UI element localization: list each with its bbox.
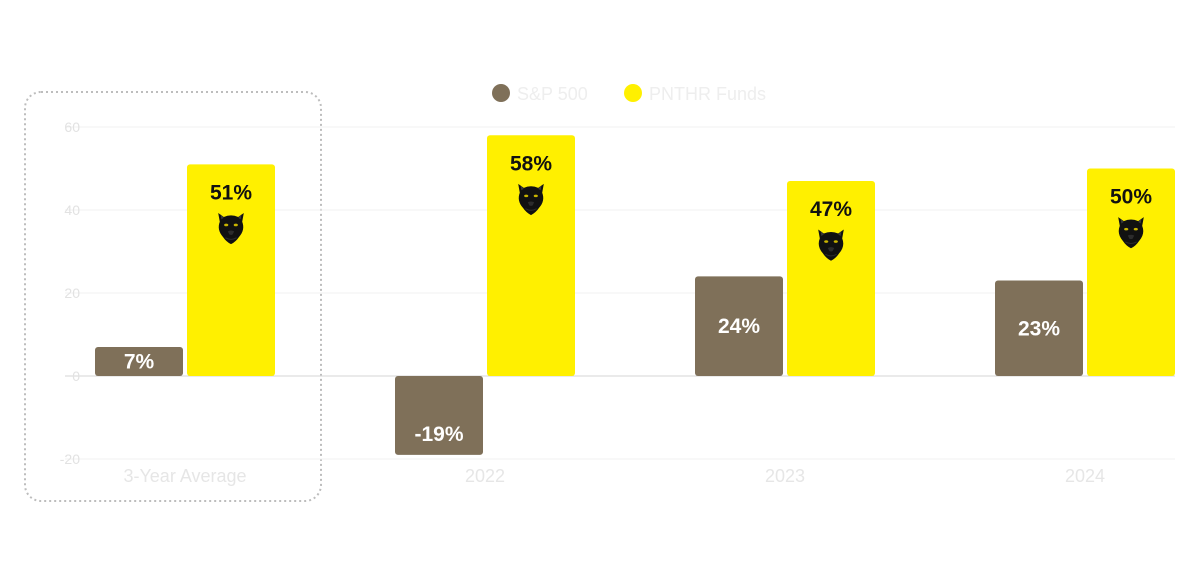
data-label: 7% [124, 350, 155, 373]
data-label: 24% [718, 315, 760, 338]
bar-sp500 [695, 276, 783, 376]
legend: S&P 500 PNTHR Funds [492, 84, 766, 104]
data-label: 47% [810, 198, 852, 221]
x-tick-label: 2023 [765, 466, 805, 486]
bar-sp500 [95, 346, 183, 376]
data-label: -19% [414, 423, 463, 446]
y-tick-label: -20 [60, 451, 80, 467]
x-tick-label: 2024 [1065, 466, 1105, 486]
legend-marker-pnthr [624, 84, 642, 102]
legend-marker-sp500 [492, 84, 510, 102]
bar-pnthr [787, 180, 875, 376]
data-label: 58% [510, 152, 552, 175]
bars: 7% 51% -19% 58% 24% 47% 23% 50% [95, 135, 1175, 455]
bar-pnthr [1087, 168, 1175, 376]
bar-sp500 [395, 376, 483, 455]
data-label: 23% [1018, 317, 1060, 340]
data-label: 51% [210, 181, 252, 204]
bar-pnthr [487, 135, 575, 376]
data-label: 50% [1110, 186, 1152, 209]
x-tick-label: 2022 [465, 466, 505, 486]
y-tick-label: 60 [64, 119, 80, 135]
legend-label-sp500: S&P 500 [517, 84, 588, 104]
x-axis: 3-Year Average 2022 2023 2024 [123, 466, 1105, 486]
highlight-box [24, 91, 322, 502]
y-tick-label: 40 [64, 202, 80, 218]
bar-pnthr [187, 164, 275, 376]
y-tick-label: 20 [64, 285, 80, 301]
legend-label-pnthr: PNTHR Funds [649, 84, 766, 104]
y-axis: -20 0 20 40 60 [60, 119, 80, 467]
x-tick-label: 3-Year Average [123, 466, 246, 486]
y-tick-label: 0 [72, 368, 80, 384]
bar-sp500 [995, 280, 1083, 376]
